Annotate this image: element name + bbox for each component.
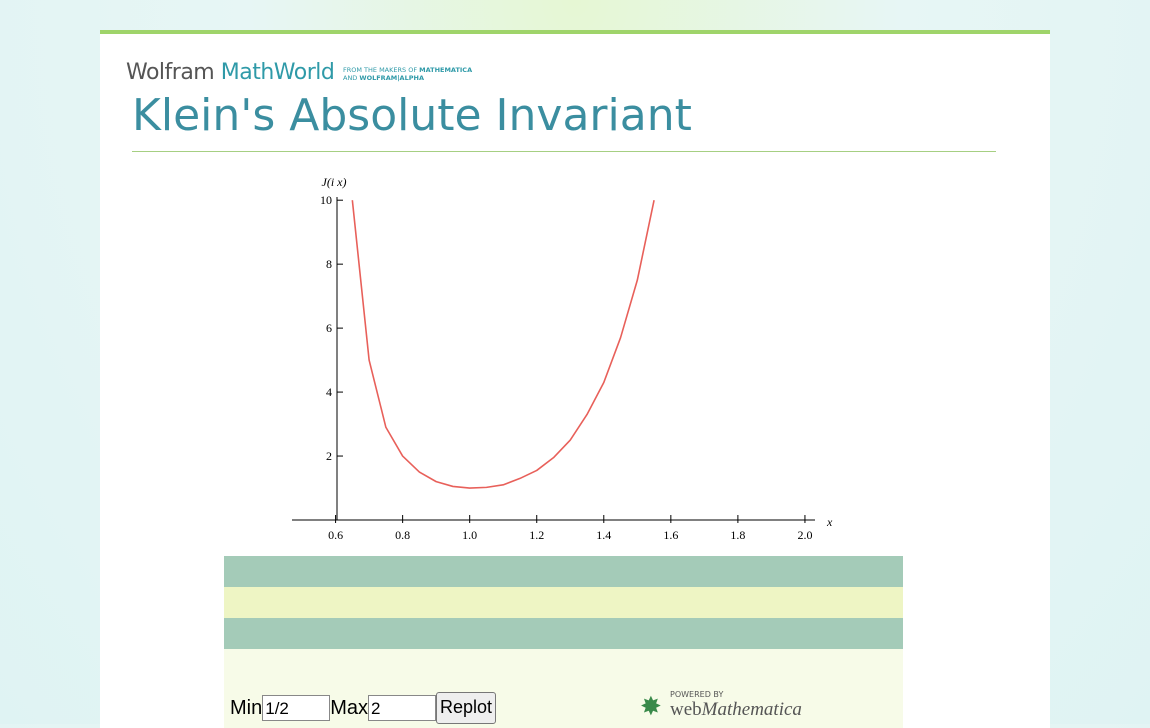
plot-form: Min 1/2 Max 2 Replot — [230, 692, 497, 724]
powered-small: POWERED BY — [670, 690, 724, 699]
y-axis-label: J(i x) — [322, 175, 347, 189]
x-tick-label: 1.0 — [462, 528, 477, 542]
y-tick-label: 6 — [326, 321, 332, 335]
tag-text: FROM THE MAKERS OF — [343, 66, 418, 74]
y-tick-label: 10 — [320, 193, 332, 207]
band — [224, 618, 903, 649]
star-icon: ✸ — [640, 692, 662, 722]
band — [224, 649, 903, 728]
max-label: Max — [330, 696, 369, 719]
mathematica: Mathematica — [701, 699, 802, 720]
x-tick-label: 1.2 — [529, 528, 544, 542]
band — [224, 587, 903, 618]
x-axis-label: x — [826, 515, 833, 529]
x-tick-label: 1.6 — [663, 528, 678, 542]
title-rule — [132, 151, 996, 152]
max-input[interactable]: 2 — [368, 695, 437, 721]
x-tick-label: 1.8 — [730, 528, 745, 542]
tagline: FROM THE MAKERS OF MATHEMATICA AND WOLFRA… — [343, 66, 472, 82]
x-tick-label: 0.8 — [395, 528, 410, 542]
min-label: Min — [230, 696, 263, 719]
page-title: Klein's Absolute Invariant — [132, 90, 692, 141]
product: MathWorld — [220, 60, 335, 85]
replot-button[interactable]: Replot — [436, 692, 497, 724]
y-tick-label: 8 — [326, 257, 332, 271]
tag-text: MATHEMATICA — [419, 66, 473, 74]
logo[interactable]: Wolfram MathWorld — [126, 60, 335, 85]
y-tick-label: 4 — [326, 385, 332, 399]
y-tick-label: 2 — [326, 449, 332, 463]
powered-logo: webMathematica — [670, 699, 802, 721]
x-tick-label: 0.6 — [328, 528, 343, 542]
min-input[interactable]: 1/2 — [262, 695, 331, 721]
brand: Wolfram — [126, 60, 215, 85]
band — [224, 556, 903, 587]
x-tick-label: 2.0 — [797, 528, 812, 542]
tag-text: AND — [343, 74, 358, 82]
web: web — [670, 699, 702, 720]
x-tick-label: 1.4 — [596, 528, 611, 542]
content-card: Wolfram MathWorld FROM THE MAKERS OF MAT… — [100, 30, 1050, 728]
curve — [351, 200, 655, 489]
tag-text: WOLFRAM|ALPHA — [359, 74, 424, 82]
